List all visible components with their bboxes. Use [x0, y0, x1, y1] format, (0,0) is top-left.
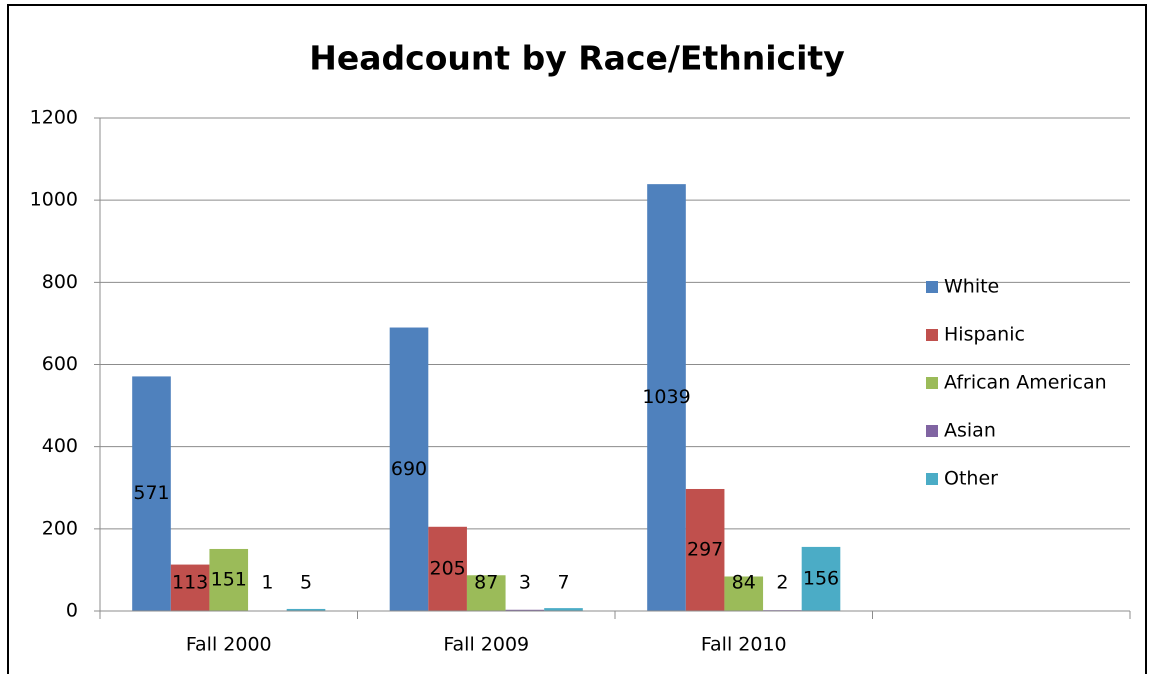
- data-label: 5: [300, 572, 312, 594]
- legend-swatch: [926, 281, 938, 293]
- bar: [466, 575, 506, 611]
- x-tick-label: Fall 2010: [701, 634, 787, 656]
- legend-swatch: [926, 473, 938, 485]
- y-tick-label: 1000: [30, 189, 78, 211]
- bar: [724, 576, 764, 611]
- bar: [505, 609, 545, 611]
- data-label: 1039: [642, 386, 690, 408]
- bar: [389, 327, 429, 611]
- data-label: 151: [211, 568, 247, 590]
- data-label: 87: [474, 572, 498, 594]
- x-tick-label: Fall 2000: [186, 634, 272, 656]
- legend-swatch: [926, 425, 938, 437]
- data-label: 156: [803, 567, 839, 589]
- chart-border: [7, 4, 1147, 674]
- data-label: 690: [391, 458, 427, 480]
- legend-label: White: [944, 276, 999, 298]
- data-label: 1: [261, 572, 273, 594]
- data-label: 3: [519, 572, 531, 594]
- bar: [428, 526, 467, 611]
- chart-title: Headcount by Race/Ethnicity: [309, 39, 844, 78]
- data-label: 2: [776, 572, 788, 594]
- bar: [685, 488, 725, 611]
- y-tick-label: 1200: [30, 107, 78, 129]
- y-tick-label: 800: [42, 271, 78, 293]
- bar: [647, 184, 686, 611]
- x-tick-label: Fall 2009: [443, 634, 529, 656]
- legend-label: Other: [944, 468, 998, 490]
- bar: [209, 548, 249, 611]
- data-label: 84: [732, 572, 756, 594]
- bar: [801, 546, 841, 611]
- y-tick-label: 400: [42, 435, 78, 457]
- data-label: 113: [172, 572, 208, 594]
- legend-swatch: [926, 329, 938, 341]
- data-label: 571: [133, 482, 169, 504]
- bar: [544, 608, 583, 611]
- y-tick-label: 0: [66, 600, 78, 622]
- legend-label: Hispanic: [944, 324, 1025, 346]
- y-tick-label: 200: [42, 517, 78, 539]
- legend-swatch: [926, 377, 938, 389]
- bar: [170, 564, 210, 611]
- legend-label: Asian: [944, 420, 996, 442]
- legend-label: African American: [944, 372, 1107, 394]
- data-label: 205: [429, 557, 465, 579]
- bar: [132, 376, 171, 611]
- bar: [286, 608, 326, 611]
- y-tick-label: 600: [42, 353, 78, 375]
- data-label: 7: [557, 572, 569, 594]
- data-label: 297: [687, 538, 723, 560]
